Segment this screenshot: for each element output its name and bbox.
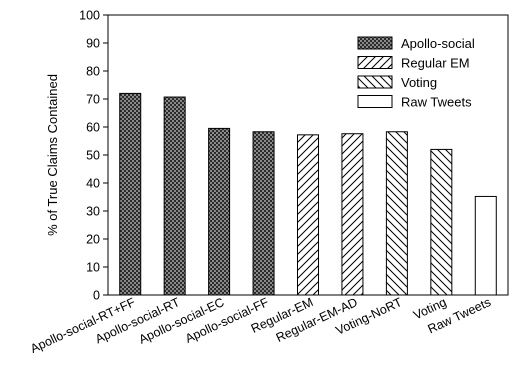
bar bbox=[385, 131, 408, 296]
y-tick-label: 80 bbox=[86, 65, 100, 79]
legend-label: Apollo-social bbox=[401, 36, 475, 51]
y-tick-label: 100 bbox=[79, 9, 100, 23]
bar bbox=[252, 131, 275, 296]
y-tick-label: 90 bbox=[86, 37, 100, 51]
y-axis-title: % of True Claims Contained bbox=[45, 74, 60, 236]
bar bbox=[430, 148, 453, 296]
legend-label: Voting bbox=[401, 75, 437, 90]
bar bbox=[163, 96, 186, 296]
forward-diagonal-hatch-swatch-icon bbox=[357, 56, 393, 69]
y-tick-label: 70 bbox=[86, 93, 100, 107]
y-tick-label: 40 bbox=[86, 177, 100, 191]
legend-label: Raw Tweets bbox=[401, 95, 472, 110]
y-tick-label: 60 bbox=[86, 121, 100, 135]
bar bbox=[119, 92, 142, 296]
crosshatch-swatch-icon bbox=[357, 36, 393, 50]
bar bbox=[341, 133, 364, 296]
legend-label: Regular EM bbox=[401, 56, 470, 71]
bar bbox=[208, 127, 231, 296]
y-tick-label: 50 bbox=[86, 149, 100, 163]
plot-area: 0102030405060708090100Apollo-social-RT+F… bbox=[28, 9, 509, 356]
backward-diagonal-hatch-swatch-icon bbox=[357, 75, 393, 89]
y-tick-label: 0 bbox=[93, 289, 100, 303]
y-tick-label: 20 bbox=[86, 233, 100, 247]
y-tick-label: 10 bbox=[86, 261, 100, 275]
bar bbox=[297, 134, 319, 296]
y-tick-label: 30 bbox=[86, 205, 100, 219]
solid-white-swatch-icon bbox=[357, 95, 393, 108]
bar bbox=[474, 195, 497, 296]
